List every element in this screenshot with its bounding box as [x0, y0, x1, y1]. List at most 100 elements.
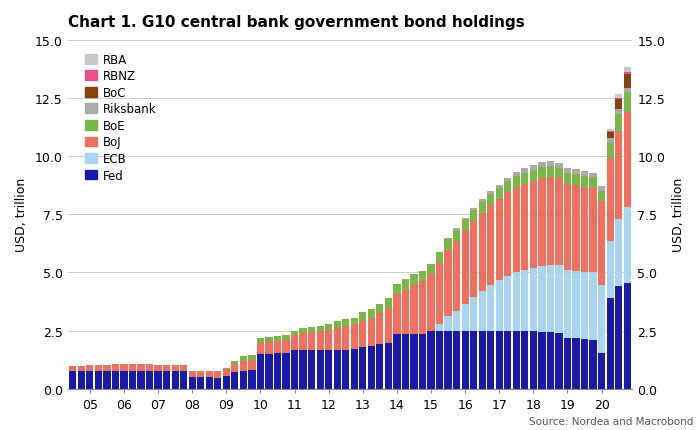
Bar	[78, 366, 85, 372]
Bar	[137, 371, 145, 389]
Bar	[496, 185, 503, 189]
Bar	[325, 330, 332, 350]
Bar	[470, 211, 477, 221]
Text: Source: Nordea and Macrobond: Source: Nordea and Macrobond	[528, 416, 693, 426]
Bar	[223, 376, 230, 389]
Bar	[291, 331, 298, 335]
Bar	[479, 200, 486, 203]
Bar	[436, 252, 443, 263]
Bar	[470, 297, 477, 332]
Bar	[615, 95, 622, 98]
Bar	[137, 364, 145, 371]
Bar	[589, 178, 596, 189]
Bar	[368, 318, 375, 346]
Bar	[316, 326, 324, 331]
Bar	[146, 364, 153, 371]
Bar	[78, 372, 85, 389]
Bar	[393, 334, 400, 389]
Bar	[342, 350, 349, 389]
Bar	[512, 188, 520, 273]
Bar	[419, 334, 426, 389]
Bar	[504, 332, 512, 389]
Bar	[231, 372, 239, 389]
Bar	[496, 281, 503, 332]
Bar	[479, 291, 486, 332]
Bar	[146, 371, 153, 389]
Bar	[504, 178, 512, 182]
Bar	[589, 173, 596, 178]
Bar	[573, 175, 580, 186]
Bar	[197, 377, 204, 389]
Bar	[444, 240, 452, 251]
Bar	[197, 371, 204, 377]
Bar	[538, 163, 545, 167]
Bar	[376, 345, 384, 389]
Bar	[359, 321, 366, 347]
Bar	[573, 170, 580, 175]
Bar	[188, 371, 196, 377]
Bar	[555, 179, 563, 266]
Bar	[172, 372, 178, 389]
Bar	[624, 208, 631, 283]
Bar	[453, 332, 460, 389]
Bar	[512, 332, 520, 389]
Bar	[624, 75, 631, 88]
Bar	[530, 268, 537, 332]
Bar	[342, 326, 349, 350]
Bar	[325, 324, 332, 330]
Bar	[393, 294, 400, 334]
Bar	[444, 332, 452, 389]
Legend: RBA, RBNZ, BoC, Riksbank, BoE, BoJ, ECB, Fed: RBA, RBNZ, BoC, Riksbank, BoE, BoJ, ECB,…	[85, 54, 156, 182]
Bar	[334, 328, 341, 350]
Bar	[479, 203, 486, 213]
Y-axis label: USD, trillion: USD, trillion	[15, 178, 28, 252]
Bar	[248, 356, 256, 360]
Bar	[624, 73, 631, 75]
Bar	[615, 98, 622, 100]
Bar	[385, 299, 392, 308]
Bar	[248, 370, 256, 389]
Bar	[376, 313, 384, 345]
Bar	[94, 372, 102, 389]
Bar	[300, 333, 307, 350]
Bar	[598, 191, 606, 202]
Bar	[112, 372, 119, 389]
Bar	[104, 365, 111, 372]
Bar	[282, 340, 290, 353]
Bar	[547, 265, 554, 333]
Bar	[624, 93, 631, 113]
Bar	[461, 220, 469, 231]
Bar	[522, 173, 528, 184]
Bar	[598, 353, 606, 389]
Bar	[598, 202, 606, 286]
Bar	[547, 167, 554, 178]
Bar	[206, 371, 213, 377]
Bar	[581, 187, 588, 272]
Bar	[231, 361, 239, 364]
Bar	[589, 273, 596, 340]
Bar	[223, 369, 230, 376]
Bar	[231, 364, 239, 372]
Bar	[470, 332, 477, 389]
Bar	[555, 266, 563, 333]
Bar	[555, 163, 563, 168]
Bar	[274, 353, 281, 389]
Bar	[300, 328, 307, 333]
Bar	[428, 264, 435, 275]
Bar	[615, 219, 622, 287]
Bar	[282, 353, 290, 389]
Bar	[257, 338, 264, 343]
Bar	[606, 242, 614, 298]
Bar	[334, 350, 341, 389]
Bar	[487, 285, 494, 332]
Bar	[606, 143, 614, 158]
Bar	[410, 334, 418, 389]
Bar	[504, 276, 512, 332]
Bar	[470, 209, 477, 211]
Bar	[291, 350, 298, 389]
Bar	[351, 318, 358, 325]
Bar	[240, 361, 247, 371]
Bar	[248, 360, 256, 370]
Bar	[470, 221, 477, 297]
Bar	[214, 378, 221, 389]
